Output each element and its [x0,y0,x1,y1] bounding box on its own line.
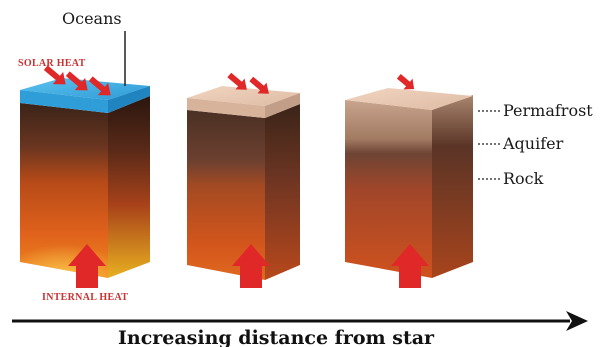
aquifer-label: Aquifer [502,134,564,153]
internal-heat-label: INTERNAL HEAT [42,292,128,303]
permafrost-layer-top-2 [187,86,300,106]
solar-arrow [65,71,88,91]
distance-axis-arrowhead [566,311,588,331]
solar-arrow [43,65,66,85]
oceans-label: Oceans [62,9,122,28]
column-middle-world [187,86,300,280]
column-2-side-face [265,104,300,280]
internal-arrow-3 [391,244,429,288]
solar-arrow [227,72,247,90]
rock-label: Rock [503,169,544,188]
solar-heat-label: SOLAR HEAT [18,58,86,69]
ocean-layer-front [20,90,108,113]
column-far-world [345,88,473,278]
permafrost-layer-top-3 [345,88,473,110]
column-2-front-face [187,110,265,280]
solar-arrow [249,76,269,94]
permafrost-label: Permafrost [503,101,593,120]
column-1-front-face [20,103,108,278]
internal-arrow-2 [232,244,270,288]
solar-arrow [88,76,111,96]
internal-arrow-1 [68,244,106,288]
ocean-layer-side [108,86,150,113]
solar-heat-arrows [43,65,415,96]
distance-axis-label: Increasing distance from star [118,327,435,347]
column-3-side-face [432,95,473,278]
solar-arrow [396,73,415,90]
internal-heat-arrows [68,244,429,288]
distance-axis [12,311,588,331]
column-1-side-face [108,96,150,278]
layer-leader-lines [478,110,500,180]
column-3-front-face [345,100,432,278]
